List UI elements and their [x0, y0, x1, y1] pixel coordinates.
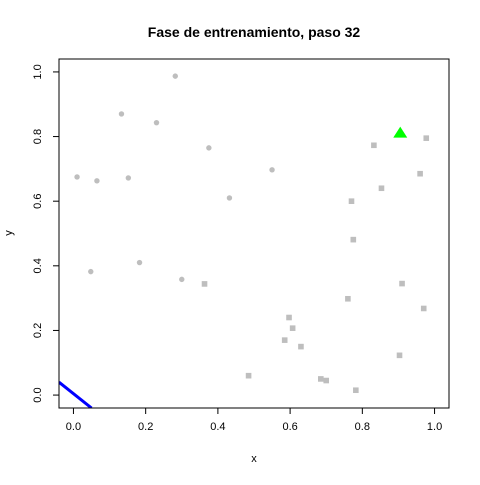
y-axis-label: y [3, 230, 15, 236]
data-point-square [289, 325, 296, 331]
plot-area [59, 73, 430, 408]
x-tick-label: 1.0 [427, 421, 442, 433]
y-tick-label: 1.0 [32, 64, 44, 79]
y-axis: 0.0 0.2 0.4 0.6 0.8 1.0 [32, 64, 60, 403]
data-point-square [286, 314, 292, 321]
data-point-circle [88, 268, 94, 275]
data-point-square [399, 280, 405, 287]
plot-frame [58, 58, 450, 409]
data-point-square [245, 372, 252, 379]
data-point-square [378, 185, 385, 192]
x-tick-label: 0.2 [138, 421, 153, 433]
data-point-square [417, 170, 423, 177]
data-point-circle [136, 259, 143, 266]
data-point-circle [118, 111, 125, 117]
data-point-square [298, 343, 304, 350]
data-point-circle [226, 195, 233, 201]
y-tick-label: 0.2 [32, 323, 44, 338]
data-point-triangle [393, 126, 408, 138]
x-tick-label: 0.4 [210, 421, 225, 433]
data-point-square [350, 236, 357, 243]
x-tick-label: 0.0 [66, 421, 81, 433]
data-point-circle [179, 276, 185, 283]
y-tick-label: 0.0 [32, 387, 44, 402]
data-point-circle [269, 167, 275, 173]
y-tick-label: 0.6 [32, 194, 44, 209]
data-point-square [353, 387, 359, 394]
data-point-circle [153, 119, 160, 126]
data-point-circle [94, 178, 100, 184]
boundary-line [59, 380, 93, 408]
data-point-circle [74, 174, 80, 180]
data-point-square [201, 281, 208, 287]
y-tick-label: 0.8 [32, 129, 44, 144]
data-point-circle [125, 175, 132, 181]
data-point-square [420, 305, 427, 312]
data-point-square [396, 352, 403, 359]
chart-title: Fase de entrenamiento, paso 32 [148, 24, 361, 40]
data-point-circle [206, 145, 212, 151]
x-axis-label: x [251, 453, 257, 465]
data-point-square [281, 337, 288, 343]
y-tick-label: 0.4 [32, 258, 44, 273]
data-point-square [318, 376, 324, 382]
data-point-square [345, 295, 351, 302]
x-tick-label: 0.8 [355, 421, 370, 433]
x-axis: 0.0 0.2 0.4 0.6 0.8 1.0 [66, 407, 442, 433]
data-point-square [323, 377, 330, 384]
data-point-square [348, 198, 355, 204]
data-point-square [423, 135, 430, 141]
data-point-circle [172, 73, 178, 79]
data-point-square [371, 142, 377, 149]
x-tick-label: 0.6 [282, 421, 297, 433]
